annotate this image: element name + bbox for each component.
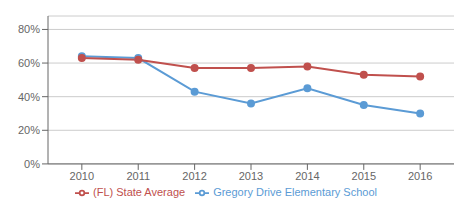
svg-text:2011: 2011 [126,170,150,182]
html-text:(FL) State Average: (FL) State Average [93,185,186,198]
svg-text:40%: 40% [18,91,40,103]
svg-text:2016: 2016 [408,170,432,182]
html-text:Gregory Drive Elementary Schoo: Gregory Drive Elementary School [213,185,377,198]
svg-text:2014: 2014 [295,170,319,182]
svg-text:2015: 2015 [352,170,376,182]
svg-text:80%: 80% [18,23,40,35]
svg-text:60%: 60% [18,57,40,69]
svg-text:20%: 20% [18,124,40,136]
svg-text:0%: 0% [24,158,40,170]
svg-text:2013: 2013 [239,170,263,182]
svg-text:2010: 2010 [70,170,94,182]
svg-text:2012: 2012 [182,170,206,182]
